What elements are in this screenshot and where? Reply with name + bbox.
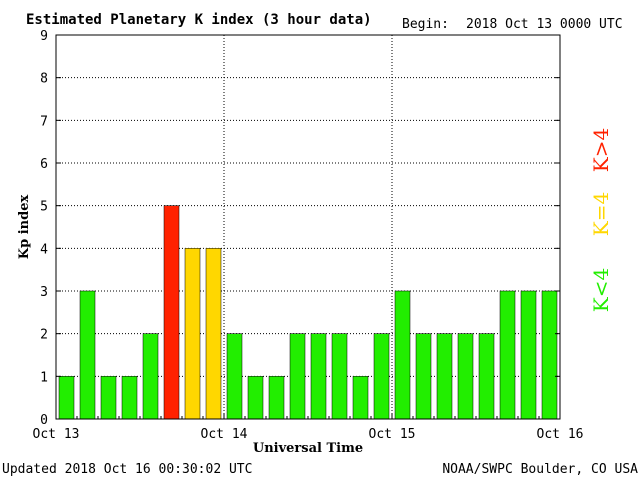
kp-bar xyxy=(247,376,264,420)
y-tick-label: 8 xyxy=(40,72,48,87)
x-tick-label: Oct 14 xyxy=(201,427,248,442)
x-tick-label: Oct 15 xyxy=(369,427,416,442)
kp-bar xyxy=(310,333,327,420)
y-tick-label: 6 xyxy=(40,157,48,172)
y-tick-label: 9 xyxy=(40,29,48,44)
y-tick-label: 7 xyxy=(40,114,48,129)
y-tick-label: 2 xyxy=(40,328,48,343)
legend-k-greater-4: K>4 xyxy=(589,128,613,172)
x-axis-label: Universal Time xyxy=(253,441,363,456)
kp-bar xyxy=(499,290,516,420)
x-tick-label: Oct 16 xyxy=(537,427,584,442)
kp-bar xyxy=(226,333,243,420)
kp-bar xyxy=(457,333,474,420)
legend-k-less-4: K<4 xyxy=(589,268,613,312)
legend-k-equal-4: K=4 xyxy=(589,192,613,236)
kp-bar xyxy=(331,333,348,420)
kp-bar xyxy=(268,376,285,420)
kp-bar xyxy=(79,290,96,420)
credit-text: NOAA/SWPC Boulder, CO USA xyxy=(442,462,638,477)
y-tick-label: 1 xyxy=(40,370,48,385)
kp-bar xyxy=(184,248,201,420)
y-axis-ticks: 0 1 2 3 4 5 6 7 8 9 xyxy=(40,29,560,428)
kp-bar xyxy=(478,333,495,420)
kp-bar xyxy=(436,333,453,420)
begin-value: 2018 Oct 13 0000 UTC xyxy=(466,17,623,32)
kp-bar xyxy=(520,290,537,420)
kp-bar xyxy=(394,290,411,420)
y-tick-label: 3 xyxy=(40,285,48,300)
begin-label: Begin: xyxy=(402,17,449,32)
kp-bar xyxy=(205,248,222,420)
chart-title: Estimated Planetary K index (3 hour data… xyxy=(26,12,372,28)
y-tick-label: 5 xyxy=(40,200,48,215)
y-axis-label: Kp index xyxy=(17,195,32,260)
kp-bar xyxy=(415,333,432,420)
x-axis-ticks: Oct 13 Oct 14 Oct 15 Oct 16 xyxy=(33,413,584,442)
kp-bar xyxy=(373,333,390,420)
kp-bar xyxy=(121,376,138,420)
kp-bar xyxy=(100,376,117,420)
kp-bar xyxy=(541,290,558,420)
grid-lines xyxy=(56,35,560,419)
kp-bar xyxy=(58,376,75,420)
bars-group xyxy=(58,205,558,420)
kp-bar xyxy=(142,333,159,420)
y-tick-label: 0 xyxy=(40,413,48,428)
updated-timestamp: Updated 2018 Oct 16 00:30:02 UTC xyxy=(2,462,252,477)
kp-bar xyxy=(289,333,306,420)
kp-bar xyxy=(163,205,180,420)
x-tick-label: Oct 13 xyxy=(33,427,80,442)
y-tick-label: 4 xyxy=(40,242,48,257)
kp-bar xyxy=(352,376,369,420)
